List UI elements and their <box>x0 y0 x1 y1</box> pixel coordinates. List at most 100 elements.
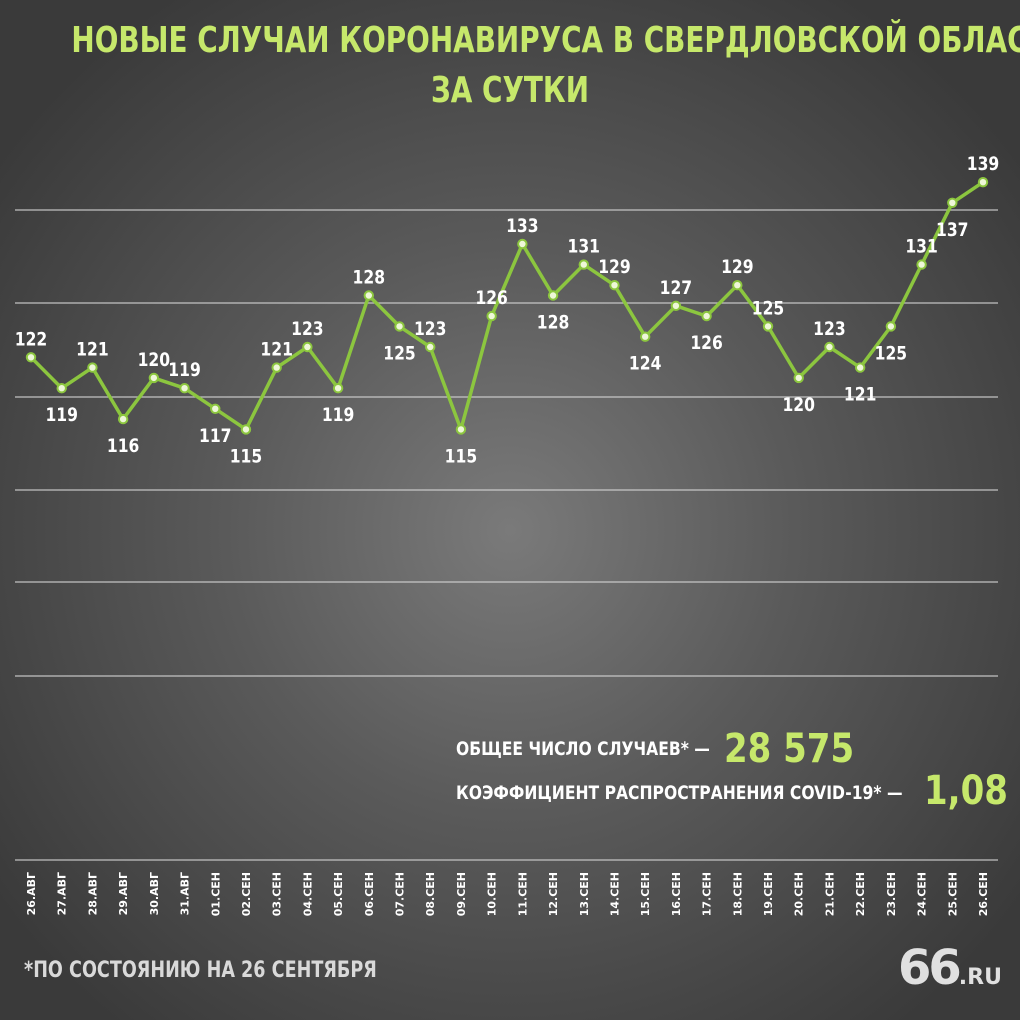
data-label: 116 <box>107 436 140 458</box>
x-tick-label: 23.СЕН <box>885 872 898 916</box>
data-point <box>87 362 98 373</box>
data-point <box>732 280 743 291</box>
data-label: 128 <box>537 312 570 334</box>
x-tick-label: 03.СЕН <box>271 872 284 916</box>
chart-title: НОВЫЕ СЛУЧАИ КОРОНАВИРУСА В СВЕРДЛОВСКОЙ… <box>71 16 1020 116</box>
data-label: 127 <box>660 277 693 299</box>
x-tick-label: 13.СЕН <box>578 872 591 916</box>
data-label: 115 <box>230 446 263 468</box>
data-label: 123 <box>291 319 324 341</box>
footnote: *ПО СОСТОЯНИЮ НА 26 СЕНТЯБРЯ <box>24 958 377 983</box>
data-point <box>271 362 282 373</box>
data-point <box>517 238 528 250</box>
data-point <box>210 403 221 414</box>
x-tick-label: 04.СЕН <box>301 872 314 916</box>
data-label: 131 <box>568 236 601 258</box>
x-tick-label: 10.СЕН <box>486 872 499 916</box>
data-label: 123 <box>813 319 846 341</box>
data-point <box>824 341 835 353</box>
logo-number: 66 <box>898 940 962 996</box>
x-tick-label: 17.СЕН <box>701 872 714 916</box>
x-tick-label: 07.СЕН <box>394 872 407 916</box>
data-point <box>240 424 252 435</box>
x-tick-label: 11.СЕН <box>516 872 529 916</box>
x-tick-label: 24.СЕН <box>916 872 929 916</box>
data-point <box>302 341 313 353</box>
x-tick-label: 27.АВГ <box>56 872 69 915</box>
data-point <box>363 290 375 301</box>
total-cases-label: ОБЩЕЕ ЧИСЛО СЛУЧАЕВ* — <box>456 738 710 760</box>
x-tick-label: 14.СЕН <box>608 872 621 916</box>
data-label: 121 <box>76 339 109 361</box>
data-point <box>947 197 958 209</box>
x-tick-label: 21.СЕН <box>823 872 836 916</box>
data-point <box>793 372 804 384</box>
data-point <box>854 362 866 373</box>
data-label: 129 <box>721 257 754 279</box>
data-point <box>639 331 651 342</box>
x-tick-label: 25.СЕН <box>946 872 959 916</box>
data-label: 126 <box>690 333 723 355</box>
data-label: 117 <box>199 425 232 447</box>
data-point <box>977 177 989 188</box>
data-label: 133 <box>506 216 539 238</box>
data-label: 119 <box>45 405 78 427</box>
data-label: 120 <box>138 349 171 371</box>
data-label: 139 <box>967 154 1000 176</box>
data-point <box>547 290 559 301</box>
data-label: 123 <box>414 319 447 341</box>
data-label: 124 <box>629 353 662 375</box>
data-point <box>148 372 160 384</box>
data-label: 121 <box>260 339 293 361</box>
data-point <box>609 280 620 291</box>
data-label: 126 <box>475 288 508 310</box>
data-label: 119 <box>168 360 201 382</box>
x-tick-label: 02.СЕН <box>240 872 253 916</box>
data-label: 121 <box>844 384 877 406</box>
x-tick-label: 15.СЕН <box>639 872 652 916</box>
data-point <box>578 259 589 270</box>
x-tick-label: 26.СЕН <box>977 872 990 916</box>
x-tick-label: 19.СЕН <box>762 872 775 916</box>
series-line <box>29 180 984 432</box>
data-point <box>394 321 405 332</box>
data-label: 120 <box>782 394 815 416</box>
x-tick-label: 30.АВГ <box>148 872 161 915</box>
data-label: 119 <box>322 405 355 427</box>
x-tick-label: 16.СЕН <box>670 872 683 916</box>
spread-rate-value: 1,08 <box>924 768 1008 814</box>
data-point <box>701 310 712 322</box>
x-tick-label: 06.СЕН <box>363 872 376 916</box>
data-point <box>670 300 682 311</box>
data-point <box>916 259 927 270</box>
title-line-2: ЗА СУТКИ <box>430 70 590 111</box>
data-label: 115 <box>445 446 478 468</box>
data-label: 131 <box>905 236 938 258</box>
x-tick-label: 09.СЕН <box>455 872 468 916</box>
x-tick-label: 20.СЕН <box>793 872 806 916</box>
data-point <box>885 321 897 332</box>
logo-66ru: 66.RU <box>898 940 1002 996</box>
data-point <box>332 383 344 394</box>
data-point <box>179 383 190 394</box>
x-tick-label: 01.СЕН <box>209 872 222 916</box>
data-point <box>117 413 129 425</box>
data-label: 125 <box>383 343 416 365</box>
data-point <box>762 321 774 332</box>
data-label: 125 <box>875 343 908 365</box>
title-line-1: НОВЫЕ СЛУЧАИ КОРОНАВИРУСА В СВЕРДЛОВСКОЙ… <box>71 20 1020 61</box>
x-tick-label: 08.СЕН <box>424 872 437 916</box>
data-point <box>455 424 467 435</box>
total-cases-value: 28 575 <box>724 726 855 772</box>
data-point <box>425 341 436 353</box>
logo-suffix: .RU <box>958 965 1002 990</box>
data-label: 128 <box>353 267 386 289</box>
x-tick-label: 26.АВГ <box>25 872 38 915</box>
x-tick-label: 12.СЕН <box>547 872 560 916</box>
data-point <box>56 383 67 394</box>
x-tick-label: 05.СЕН <box>332 872 345 916</box>
x-tick-label: 18.СЕН <box>731 872 744 916</box>
x-tick-label: 29.АВГ <box>117 872 130 915</box>
data-point <box>486 310 497 322</box>
